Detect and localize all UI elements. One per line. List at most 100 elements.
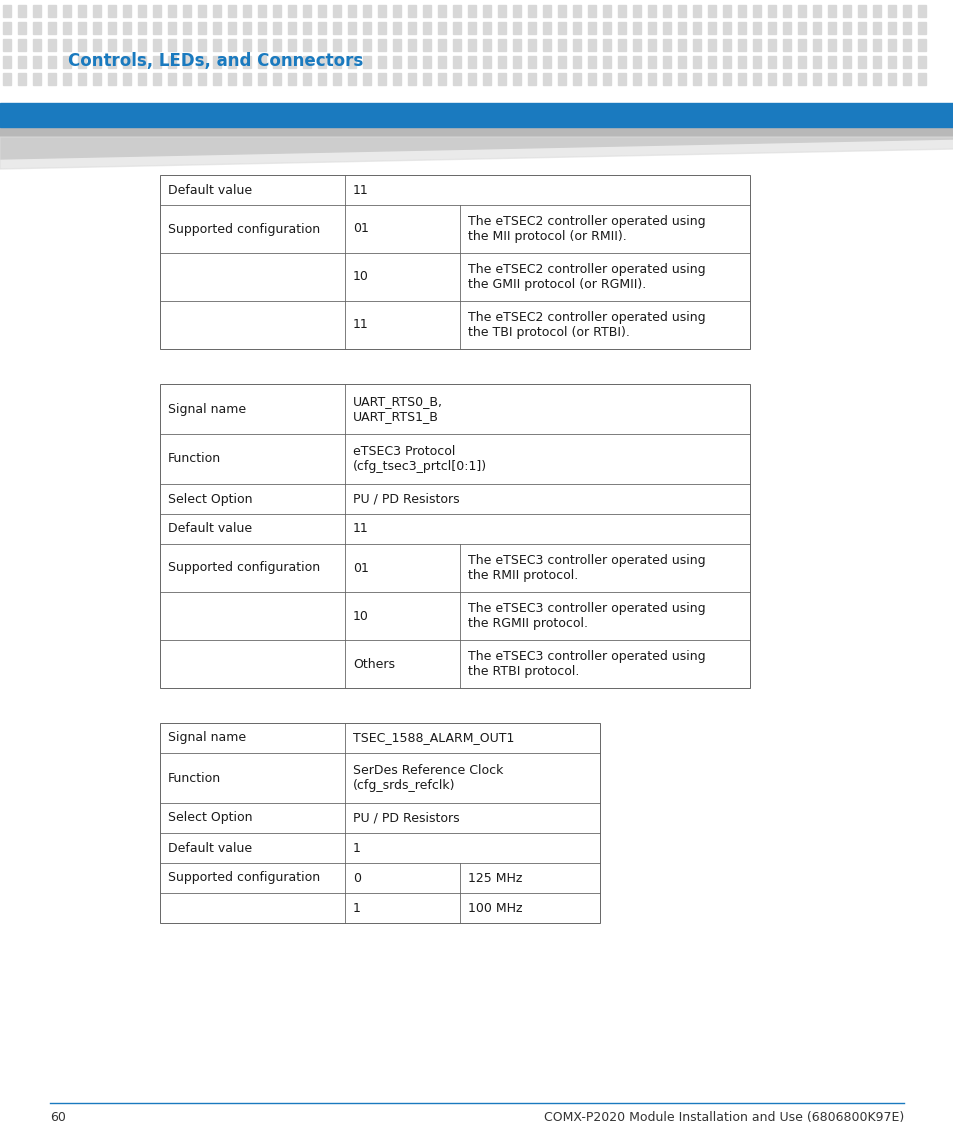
Text: 11: 11 [353,522,369,536]
Bar [63,5,71,17]
Bar [587,22,596,34]
Bar [722,56,730,68]
Bar [138,39,146,52]
Bar [738,39,745,52]
Text: 0: 0 [353,871,360,884]
Text: The eTSEC3 controller operated using
the RGMII protocol.: The eTSEC3 controller operated using the… [468,602,705,630]
Bar [842,22,850,34]
Bar [482,73,491,85]
Bar [437,5,446,17]
Bar [33,39,41,52]
Text: Select Option: Select Option [168,492,253,505]
Bar [3,73,11,85]
Text: Default value: Default value [168,522,252,536]
Bar [468,56,476,68]
Text: The eTSEC2 controller operated using
the GMII protocol (or RGMII).: The eTSEC2 controller operated using the… [468,263,705,291]
Bar [842,56,850,68]
Bar [408,56,416,68]
Bar [317,5,326,17]
Bar [78,22,86,34]
Bar [18,5,26,17]
Bar [78,5,86,17]
Bar [782,22,790,34]
Bar [348,22,355,34]
Bar [468,5,476,17]
Text: UART_RTS0_B,
UART_RTS1_B: UART_RTS0_B, UART_RTS1_B [353,395,442,423]
Bar [3,39,11,52]
Bar [767,5,775,17]
Bar [183,56,191,68]
Text: Signal name: Signal name [168,732,246,744]
Text: Supported configuration: Supported configuration [168,561,320,575]
Bar [752,39,760,52]
Bar [303,56,311,68]
Bar [333,22,340,34]
Text: Select Option: Select Option [168,812,253,824]
Bar [662,39,670,52]
Bar [92,73,101,85]
Bar [138,56,146,68]
Bar [827,5,835,17]
Bar [587,56,596,68]
Text: 1: 1 [353,842,360,854]
Text: 10: 10 [353,609,369,623]
Bar [573,56,580,68]
Text: Others: Others [353,657,395,671]
Bar [228,22,235,34]
Bar [288,56,295,68]
Bar [422,73,431,85]
Bar [827,22,835,34]
Bar [317,22,326,34]
Bar [198,22,206,34]
Bar [797,5,805,17]
Bar [662,22,670,34]
Bar [377,5,386,17]
Bar [662,5,670,17]
Bar [288,39,295,52]
Bar [123,56,131,68]
Text: 1: 1 [353,901,360,915]
Bar [482,5,491,17]
Bar [722,39,730,52]
Bar [827,56,835,68]
Bar [797,73,805,85]
Bar [363,73,371,85]
Bar [18,39,26,52]
Bar [872,73,880,85]
Bar [678,39,685,52]
Bar [872,5,880,17]
Text: Supported configuration: Supported configuration [168,222,320,236]
Bar [213,39,221,52]
Bar [348,5,355,17]
Bar [527,5,536,17]
Bar [422,5,431,17]
Text: The eTSEC2 controller operated using
the MII protocol (or RMII).: The eTSEC2 controller operated using the… [468,215,705,243]
Bar [618,56,625,68]
Bar [160,722,599,923]
Text: The eTSEC2 controller operated using
the TBI protocol (or RTBI).: The eTSEC2 controller operated using the… [468,311,705,339]
Bar [633,22,640,34]
Bar [348,39,355,52]
Bar [408,22,416,34]
Bar [393,22,400,34]
Bar [857,56,865,68]
Bar [752,5,760,17]
Bar [767,56,775,68]
Bar [92,56,101,68]
Bar [63,39,71,52]
Bar [228,5,235,17]
Bar [273,39,281,52]
Bar [573,39,580,52]
Text: 01: 01 [353,561,369,575]
Bar [78,73,86,85]
Bar [662,56,670,68]
Bar [333,56,340,68]
Bar [482,22,491,34]
Bar [243,56,251,68]
Bar [752,22,760,34]
Bar [437,39,446,52]
Bar [288,73,295,85]
Bar [393,5,400,17]
Bar [857,73,865,85]
Bar [123,5,131,17]
